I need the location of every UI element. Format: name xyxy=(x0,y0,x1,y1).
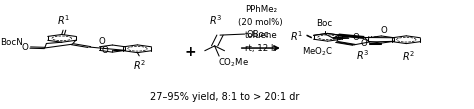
Text: (20 mol%): (20 mol%) xyxy=(238,18,283,27)
Text: rt, 12 h: rt, 12 h xyxy=(245,43,276,53)
Text: ···: ··· xyxy=(366,32,377,43)
Text: O: O xyxy=(353,33,360,42)
Text: $R^3$: $R^3$ xyxy=(356,48,370,62)
Text: O: O xyxy=(102,46,109,55)
Text: BocN: BocN xyxy=(0,38,23,47)
Text: $R^3$: $R^3$ xyxy=(209,13,222,26)
Text: MeO$_2$C: MeO$_2$C xyxy=(301,45,332,58)
Text: CO$_2$Me: CO$_2$Me xyxy=(218,57,249,69)
Text: toluene: toluene xyxy=(245,31,277,40)
Text: Boc: Boc xyxy=(317,19,333,28)
Text: O: O xyxy=(380,26,387,35)
Text: $R^2$: $R^2$ xyxy=(402,49,415,63)
Text: $R^1$: $R^1$ xyxy=(57,13,71,27)
Text: $R^1$: $R^1$ xyxy=(290,29,303,43)
Text: O: O xyxy=(99,37,105,46)
Text: O: O xyxy=(361,39,367,48)
Text: 27–95% yield, 8:1 to > 20:1 dr: 27–95% yield, 8:1 to > 20:1 dr xyxy=(150,92,299,102)
Text: PPhMe₂: PPhMe₂ xyxy=(245,5,277,14)
Text: O: O xyxy=(21,43,28,52)
Text: +: + xyxy=(184,45,196,59)
Text: OBoc: OBoc xyxy=(246,30,269,39)
Text: $R^2$: $R^2$ xyxy=(133,58,146,72)
